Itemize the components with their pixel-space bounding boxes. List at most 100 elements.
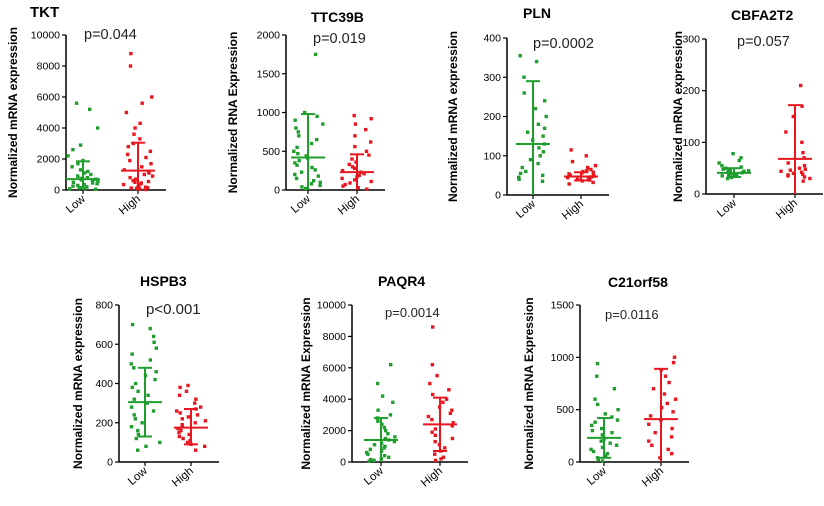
data-point (670, 451, 674, 456)
data-point (369, 179, 373, 184)
data-point (451, 421, 455, 425)
data-point (430, 363, 435, 367)
data-point (791, 114, 795, 119)
data-point (376, 408, 380, 412)
data-point (133, 180, 137, 184)
data-point (600, 445, 605, 449)
y-tick-label: 1500 (551, 300, 575, 312)
data-point (365, 450, 369, 455)
data-point (538, 154, 542, 158)
data-point (800, 140, 804, 144)
data-point (178, 385, 182, 390)
data-point (148, 326, 152, 331)
data-point (784, 130, 788, 134)
data-point (616, 408, 620, 412)
data-point (302, 110, 307, 115)
data-point (83, 186, 87, 191)
data-point (295, 163, 299, 167)
data-point (89, 172, 93, 177)
x-tick-label: Low (362, 465, 386, 488)
chart-c21orf58: C21orf58 p=0.0116 0 500 1000 1500 Low High Norma… (515, 265, 715, 506)
data-point (78, 143, 83, 147)
data-point (297, 134, 301, 138)
chart-title: PLN (523, 5, 551, 21)
data-point (737, 158, 741, 163)
data-point (566, 176, 570, 180)
data-point (450, 436, 455, 441)
data-point (180, 423, 184, 427)
data-point (801, 179, 805, 183)
data-point (294, 176, 299, 181)
data-point (430, 417, 434, 422)
data-point (76, 183, 80, 188)
data-point (543, 99, 547, 103)
data-point (296, 151, 300, 156)
data-point (132, 366, 136, 370)
data-point (517, 175, 521, 179)
data-point (316, 174, 320, 178)
data-point (353, 178, 357, 182)
data-point (653, 431, 657, 435)
x-tick-label: High (774, 197, 800, 221)
p-value: p=0.057 (737, 34, 790, 50)
y-tick-label: 0 (495, 190, 501, 202)
data-point (591, 449, 596, 454)
y-axis-label: Normalized mRNA Expression (522, 297, 536, 469)
data-point (186, 415, 191, 419)
data-point (522, 91, 526, 95)
x-tick-label: High (640, 465, 666, 489)
p-value: p=0.0014 (385, 305, 440, 320)
p-value: p=0.044 (84, 27, 137, 43)
y-tick-label: 6000 (37, 92, 61, 104)
data-point (443, 446, 447, 450)
data-point (124, 110, 129, 115)
data-point (596, 458, 601, 462)
data-point (430, 430, 434, 434)
data-point (187, 432, 191, 437)
data-point (590, 423, 594, 428)
data-point (586, 165, 590, 170)
data-point (90, 181, 95, 185)
data-point (318, 180, 322, 184)
data-point (717, 161, 721, 165)
data-point (144, 155, 148, 160)
data-point (383, 436, 387, 441)
data-point (673, 397, 678, 401)
data-point (341, 184, 345, 188)
data-point (392, 439, 397, 444)
x-tick-label: Low (126, 465, 150, 488)
chart-tkt-svg: TKT p=0.044 0 2000 4000 6000 8000 10000 Low High N… (6, 4, 166, 218)
data-point (537, 146, 541, 150)
data-point (528, 158, 533, 162)
data-point (450, 408, 454, 412)
y-tick-label: 1000 (257, 107, 281, 119)
data-point (393, 435, 397, 439)
data-point (604, 454, 608, 458)
data-point (184, 389, 189, 393)
data-point (802, 163, 807, 168)
y-axis-label: Normalized RNA Expression (226, 32, 240, 194)
data-point (589, 447, 593, 452)
data-point (518, 54, 522, 58)
data-point (593, 163, 598, 168)
data-point (357, 173, 361, 177)
data-point (303, 186, 308, 191)
data-point (544, 114, 548, 119)
data-point (517, 177, 521, 181)
data-point (309, 141, 314, 146)
data-point (662, 392, 667, 396)
data-point (387, 455, 391, 459)
data-point (727, 168, 731, 172)
data-point (380, 394, 385, 398)
chart-title: TTC39B (311, 9, 364, 25)
data-point (125, 152, 130, 157)
data-point (591, 180, 595, 185)
data-point (315, 137, 319, 142)
y-tick-label: 10000 (317, 300, 346, 312)
data-point (83, 171, 87, 175)
data-point (788, 168, 792, 172)
chart-title: HSPB3 (140, 273, 187, 289)
chart-cbfa2t2-svg: CBFA2T2 p=0.057 0 100 200 300 Low High Normalize… (671, 7, 823, 222)
data-point (148, 149, 153, 153)
data-point (348, 181, 352, 185)
